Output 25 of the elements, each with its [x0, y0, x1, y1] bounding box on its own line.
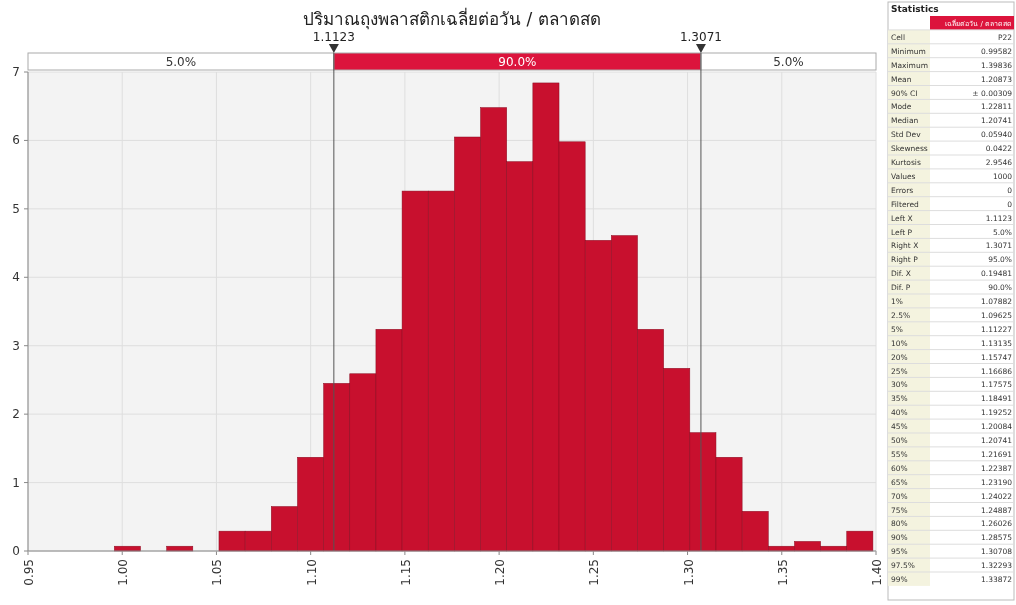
- text: 5.0%: [773, 55, 804, 69]
- chart-title: ปริมาณถุงพลาสติกเฉลี่ยต่อวัน / ตลาดสด: [303, 7, 601, 30]
- y-tick-label: 4: [12, 270, 20, 285]
- text: 5.0%: [165, 55, 197, 69]
- x-tick-label: 1.05: [210, 559, 225, 586]
- y-tick-label: 0: [12, 544, 20, 558]
- x-tick-label: 1.20: [493, 559, 508, 586]
- y-tick-label: 6: [12, 133, 20, 148]
- x-tick-label: 1.35: [775, 559, 790, 586]
- text: Statistics: [891, 4, 939, 14]
- y-tick-label: 3: [12, 338, 20, 353]
- x-tick-label: 1.30: [681, 559, 696, 586]
- y-tick-label: 1: [12, 475, 20, 490]
- ref-line-label: 1.1123: [312, 30, 355, 44]
- y-tick-label: 2: [12, 407, 20, 422]
- x-tick-label: 1.00: [116, 559, 131, 586]
- x-tick-label: 1.15: [398, 559, 413, 586]
- x-tick-label: 0.95: [22, 559, 36, 586]
- y-tick-label: 5: [12, 201, 20, 216]
- ref-line-label: 1.3071: [679, 30, 722, 44]
- x-tick-label: 1.10: [304, 559, 319, 586]
- y-tick-label: 7: [12, 65, 20, 79]
- x-tick-label: 1.40: [870, 559, 884, 586]
- text: 90.0%: [498, 55, 537, 69]
- x-tick-label: 1.25: [587, 559, 602, 586]
